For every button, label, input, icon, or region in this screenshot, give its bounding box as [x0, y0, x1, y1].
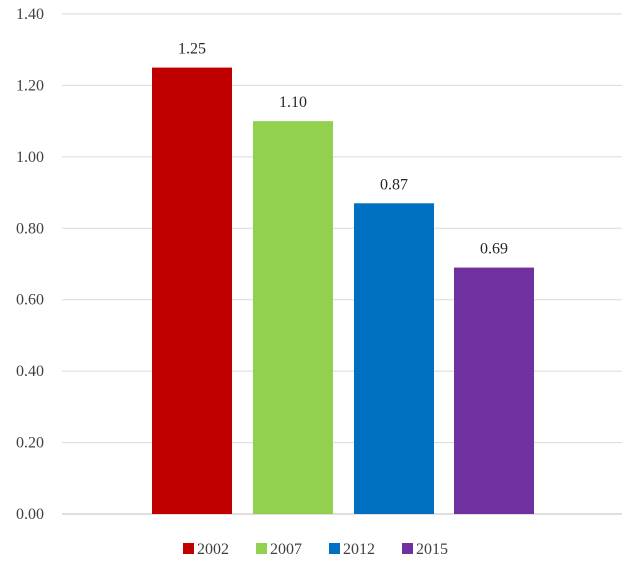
legend-swatch: [329, 543, 340, 554]
y-tick-label: 1.00: [16, 149, 44, 166]
y-tick-label: 0.80: [16, 220, 44, 237]
y-tick-label: 0.60: [16, 292, 44, 309]
legend-swatch: [256, 543, 267, 554]
legend-swatch: [402, 543, 413, 554]
legend: 2002 2007 2012 2015: [183, 541, 448, 558]
legend-item-2015: 2015: [402, 541, 448, 558]
data-label-2012: 0.87: [380, 176, 408, 193]
legend-label: 2002: [197, 541, 229, 558]
data-label-2015: 0.69: [480, 241, 508, 258]
legend-swatch: [183, 543, 194, 554]
y-tick-label: 0.20: [16, 435, 44, 452]
legend-label: 2012: [343, 541, 375, 558]
y-tick-label: 0.00: [16, 506, 44, 523]
y-tick-label: 0.40: [16, 363, 44, 380]
y-axis-tick-labels: 0.00 0.20 0.40 0.60 0.80 1.00 1.20 1.40: [16, 6, 44, 523]
bar-2015: [454, 267, 534, 514]
bar-2007: [253, 121, 333, 515]
y-tick-label: 1.40: [16, 6, 44, 23]
gridlines: [62, 13, 622, 515]
bars: [152, 67, 534, 515]
bar-2002: [152, 67, 232, 515]
legend-item-2007: 2007: [256, 541, 302, 558]
data-label-2007: 1.10: [279, 94, 307, 111]
y-tick-label: 1.20: [16, 77, 44, 94]
bar-2012: [354, 203, 434, 515]
legend-item-2002: 2002: [183, 541, 229, 558]
legend-label: 2007: [270, 541, 302, 558]
legend-label: 2015: [416, 541, 448, 558]
data-labels: 1.25 1.10 0.87 0.69: [178, 41, 508, 258]
data-label-2002: 1.25: [178, 41, 206, 58]
legend-item-2012: 2012: [329, 541, 375, 558]
